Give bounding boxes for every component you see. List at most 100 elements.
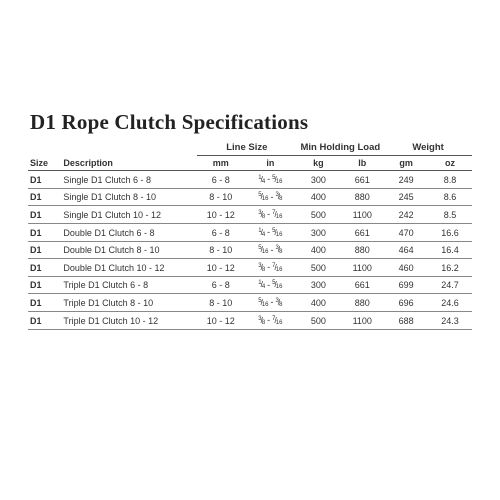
cell-size: D1 — [28, 223, 61, 241]
cell-oz: 24.6 — [428, 294, 472, 312]
table-row: D1Single D1 Clutch 8 - 108 - 105/16-3/84… — [28, 188, 472, 206]
fraction: 1/4 — [258, 280, 265, 290]
cell-lb: 661 — [340, 223, 384, 241]
cell-in: 3/8-7/16 — [244, 259, 296, 277]
cell-kg: 500 — [296, 312, 340, 330]
cell-description: Double D1 Clutch 8 - 10 — [61, 241, 197, 259]
cell-size: D1 — [28, 312, 61, 330]
fraction: 5/16 — [258, 298, 268, 308]
cell-kg: 300 — [296, 223, 340, 241]
cell-kg: 400 — [296, 241, 340, 259]
col-mm: mm — [197, 156, 244, 171]
cell-mm: 6 - 8 — [197, 171, 244, 189]
table-row: D1Single D1 Clutch 10 - 1210 - 123/8-7/1… — [28, 206, 472, 224]
cell-in: 1/4-5/16 — [244, 171, 296, 189]
cell-oz: 24.7 — [428, 276, 472, 294]
cell-size: D1 — [28, 171, 61, 189]
cell-gm: 470 — [384, 223, 428, 241]
fraction: 7/16 — [272, 316, 282, 326]
table-row: D1Double D1 Clutch 8 - 108 - 105/16-3/84… — [28, 241, 472, 259]
col-description: Description — [61, 156, 197, 171]
cell-oz: 8.6 — [428, 188, 472, 206]
cell-in: 3/8-7/16 — [244, 312, 296, 330]
cell-kg: 300 — [296, 276, 340, 294]
col-oz: oz — [428, 156, 472, 171]
cell-in: 1/4-5/16 — [244, 276, 296, 294]
cell-gm: 242 — [384, 206, 428, 224]
table-header: Line Size Min Holding Load Weight Size D… — [28, 139, 472, 171]
col-lb: lb — [340, 156, 384, 171]
cell-in: 5/16-3/8 — [244, 294, 296, 312]
col-in: in — [244, 156, 296, 171]
cell-size: D1 — [28, 241, 61, 259]
fraction: 5/16 — [272, 175, 282, 185]
cell-oz: 8.8 — [428, 171, 472, 189]
cell-in: 1/4-5/16 — [244, 223, 296, 241]
cell-gm: 696 — [384, 294, 428, 312]
fraction: 3/8 — [258, 316, 265, 326]
header-units-row: Size Description mm in kg lb gm oz — [28, 156, 472, 171]
fraction: 3/8 — [276, 245, 283, 255]
fraction: 3/8 — [276, 298, 283, 308]
cell-description: Single D1 Clutch 10 - 12 — [61, 206, 197, 224]
fraction: 5/16 — [258, 245, 268, 255]
cell-kg: 400 — [296, 294, 340, 312]
cell-mm: 8 - 10 — [197, 241, 244, 259]
cell-description: Double D1 Clutch 6 - 8 — [61, 223, 197, 241]
col-gm: gm — [384, 156, 428, 171]
cell-gm: 688 — [384, 312, 428, 330]
page-title: D1 Rope Clutch Specifications — [30, 110, 472, 135]
cell-description: Double D1 Clutch 10 - 12 — [61, 259, 197, 277]
fraction: 7/16 — [272, 263, 282, 273]
cell-mm: 10 - 12 — [197, 206, 244, 224]
fraction: 5/16 — [258, 192, 268, 202]
cell-description: Triple D1 Clutch 10 - 12 — [61, 312, 197, 330]
spec-table: Line Size Min Holding Load Weight Size D… — [28, 139, 472, 330]
table-row: D1Double D1 Clutch 10 - 1210 - 123/8-7/1… — [28, 259, 472, 277]
cell-size: D1 — [28, 188, 61, 206]
cell-oz: 24.3 — [428, 312, 472, 330]
cell-gm: 249 — [384, 171, 428, 189]
cell-description: Single D1 Clutch 8 - 10 — [61, 188, 197, 206]
cell-mm: 10 - 12 — [197, 312, 244, 330]
table-row: D1Triple D1 Clutch 8 - 108 - 105/16-3/84… — [28, 294, 472, 312]
cell-lb: 661 — [340, 276, 384, 294]
fraction: 3/8 — [276, 192, 283, 202]
group-min-holding: Min Holding Load — [296, 139, 384, 156]
cell-gm: 460 — [384, 259, 428, 277]
table-row: D1Single D1 Clutch 6 - 86 - 81/4-5/16300… — [28, 171, 472, 189]
cell-mm: 8 - 10 — [197, 188, 244, 206]
cell-kg: 300 — [296, 171, 340, 189]
cell-lb: 880 — [340, 188, 384, 206]
fraction: 1/4 — [258, 175, 265, 185]
fraction: 3/8 — [258, 210, 265, 220]
cell-in: 5/16-3/8 — [244, 241, 296, 259]
cell-size: D1 — [28, 206, 61, 224]
cell-size: D1 — [28, 294, 61, 312]
col-size: Size — [28, 156, 61, 171]
cell-description: Single D1 Clutch 6 - 8 — [61, 171, 197, 189]
cell-in: 3/8-7/16 — [244, 206, 296, 224]
cell-gm: 245 — [384, 188, 428, 206]
group-weight: Weight — [384, 139, 472, 156]
cell-size: D1 — [28, 259, 61, 277]
fraction: 5/16 — [272, 228, 282, 238]
fraction: 5/16 — [272, 280, 282, 290]
header-group-row: Line Size Min Holding Load Weight — [28, 139, 472, 156]
col-kg: kg — [296, 156, 340, 171]
cell-mm: 10 - 12 — [197, 259, 244, 277]
cell-gm: 699 — [384, 276, 428, 294]
cell-description: Triple D1 Clutch 8 - 10 — [61, 294, 197, 312]
cell-gm: 464 — [384, 241, 428, 259]
fraction: 1/4 — [258, 228, 265, 238]
cell-oz: 16.2 — [428, 259, 472, 277]
spec-sheet: D1 Rope Clutch Specifications Line Size … — [0, 0, 500, 500]
group-line-size: Line Size — [197, 139, 296, 156]
cell-in: 5/16-3/8 — [244, 188, 296, 206]
cell-oz: 8.5 — [428, 206, 472, 224]
table-row: D1Triple D1 Clutch 6 - 86 - 81/4-5/16300… — [28, 276, 472, 294]
cell-mm: 6 - 8 — [197, 276, 244, 294]
cell-description: Triple D1 Clutch 6 - 8 — [61, 276, 197, 294]
fraction: 3/8 — [258, 263, 265, 273]
cell-lb: 1100 — [340, 312, 384, 330]
